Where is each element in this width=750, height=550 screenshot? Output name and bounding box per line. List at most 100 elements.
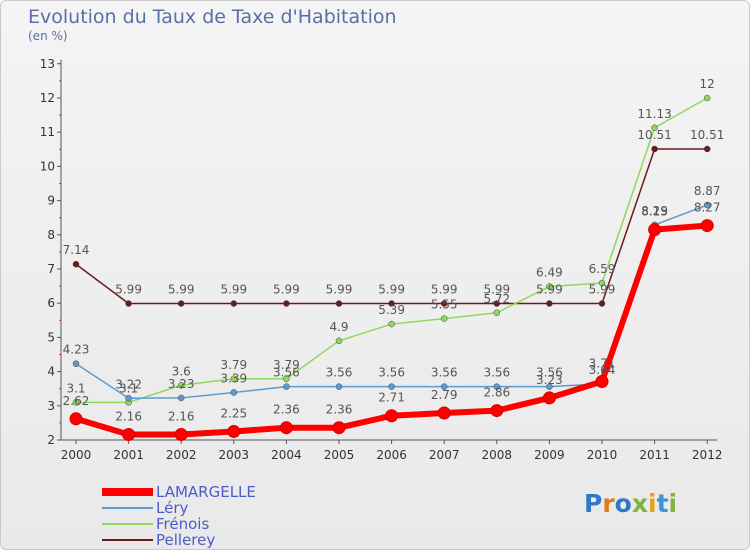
data-label: 8.87 [694,184,721,198]
legend-label: LAMARGELLE [156,483,256,501]
x-tick-label: 2010 [587,448,618,462]
data-label: 5.99 [326,283,353,297]
data-label: 5.99 [589,283,616,297]
data-label: 5.39 [378,303,405,317]
data-point [546,383,553,390]
y-tick-label: 6 [47,296,55,310]
data-label: 2.36 [326,403,353,417]
data-label: 4.23 [63,343,90,357]
data-label: 3.22 [115,377,142,391]
data-label: 3.79 [273,358,300,372]
data-point [700,219,714,233]
series-line-pellerey [75,148,708,305]
data-label: 3.1 [119,381,138,395]
data-point [651,124,658,132]
data-point [227,424,241,438]
data-label: 5.99 [431,283,458,297]
data-point [440,300,448,307]
data-label: 2.25 [220,406,247,420]
data-point [230,375,238,383]
chart-unit-label: (en %) [28,29,68,43]
data-label: 3.64 [589,363,616,377]
data-point [703,145,711,153]
data-point [72,399,80,406]
logo-letter: i [668,489,678,518]
data-point [703,94,711,102]
x-tick-label: 2007 [429,448,460,462]
x-tick-label: 2002 [166,448,197,462]
data-point [335,337,343,345]
data-point [230,300,238,307]
data-label: 3.79 [220,358,247,372]
data-point [437,406,451,420]
data-point [174,428,188,442]
data-label: 3.1 [66,381,85,395]
data-point [703,201,711,209]
y-tick-label: 9 [47,194,55,208]
data-label: 3.56 [536,366,563,380]
data-label: 4.9 [329,320,348,334]
x-tick-label: 2011 [639,448,670,462]
data-point [177,300,185,307]
data-label: 3.56 [326,366,353,380]
data-label: 2.16 [168,410,195,424]
data-label: 12 [700,77,715,91]
data-point [651,145,658,153]
data-label: 3.39 [220,371,247,385]
data-point [283,375,290,383]
y-tick-label: 3 [47,399,55,413]
data-label: 6.59 [589,262,616,276]
x-tick-label: 2005 [324,448,355,462]
data-label: 8.29 [641,204,668,218]
legend-label: Frénois [156,515,209,533]
y-tick-label: 13 [40,57,55,71]
data-label: 5.99 [483,283,510,297]
data-point [69,412,83,426]
y-tick-label: 5 [47,330,55,344]
data-label: 5.55 [431,298,458,312]
data-point [72,360,80,367]
data-point [490,404,504,418]
x-tick-label: 2000 [61,448,92,462]
data-label: 3.56 [378,366,405,380]
data-label: 5.99 [273,283,300,297]
data-label: 5.99 [168,283,195,297]
y-tick-label: 12 [40,91,55,105]
data-label: 3.71 [589,357,616,371]
data-label: 5.99 [536,283,563,297]
data-label: 11.13 [637,107,671,121]
logo-letter: r [602,489,615,518]
logo-letter: x [631,489,648,518]
y-tick-label: 2 [47,433,55,447]
data-label: 3.6 [172,364,191,378]
data-point [230,389,238,396]
data-label: 6.49 [536,265,563,279]
data-point [388,320,395,328]
data-point [493,300,501,307]
data-label: 3.56 [431,366,458,380]
data-point [72,260,80,268]
data-label: 10.51 [690,128,724,142]
data-point [493,383,501,390]
data-label: 10.51 [637,128,671,142]
legend-label: Pellerey [156,531,215,549]
data-point [385,409,399,423]
data-label: 5.99 [378,283,405,297]
logo-letter: P [584,489,603,518]
data-label: 5.99 [115,283,142,297]
data-point [388,300,395,307]
data-point [177,394,185,402]
x-tick-label: 2006 [376,448,407,462]
data-label: 5.72 [483,292,510,306]
y-tick-label: 11 [40,125,55,139]
logo-letter: i [648,489,657,518]
proxiti-logo: Proxiti [584,489,677,518]
x-tick-label: 2003 [219,448,250,462]
data-label: 3.23 [168,377,195,391]
data-label: 8.15 [641,205,668,219]
data-label: 3.23 [536,373,563,387]
data-point [177,382,185,389]
data-point [122,428,136,442]
